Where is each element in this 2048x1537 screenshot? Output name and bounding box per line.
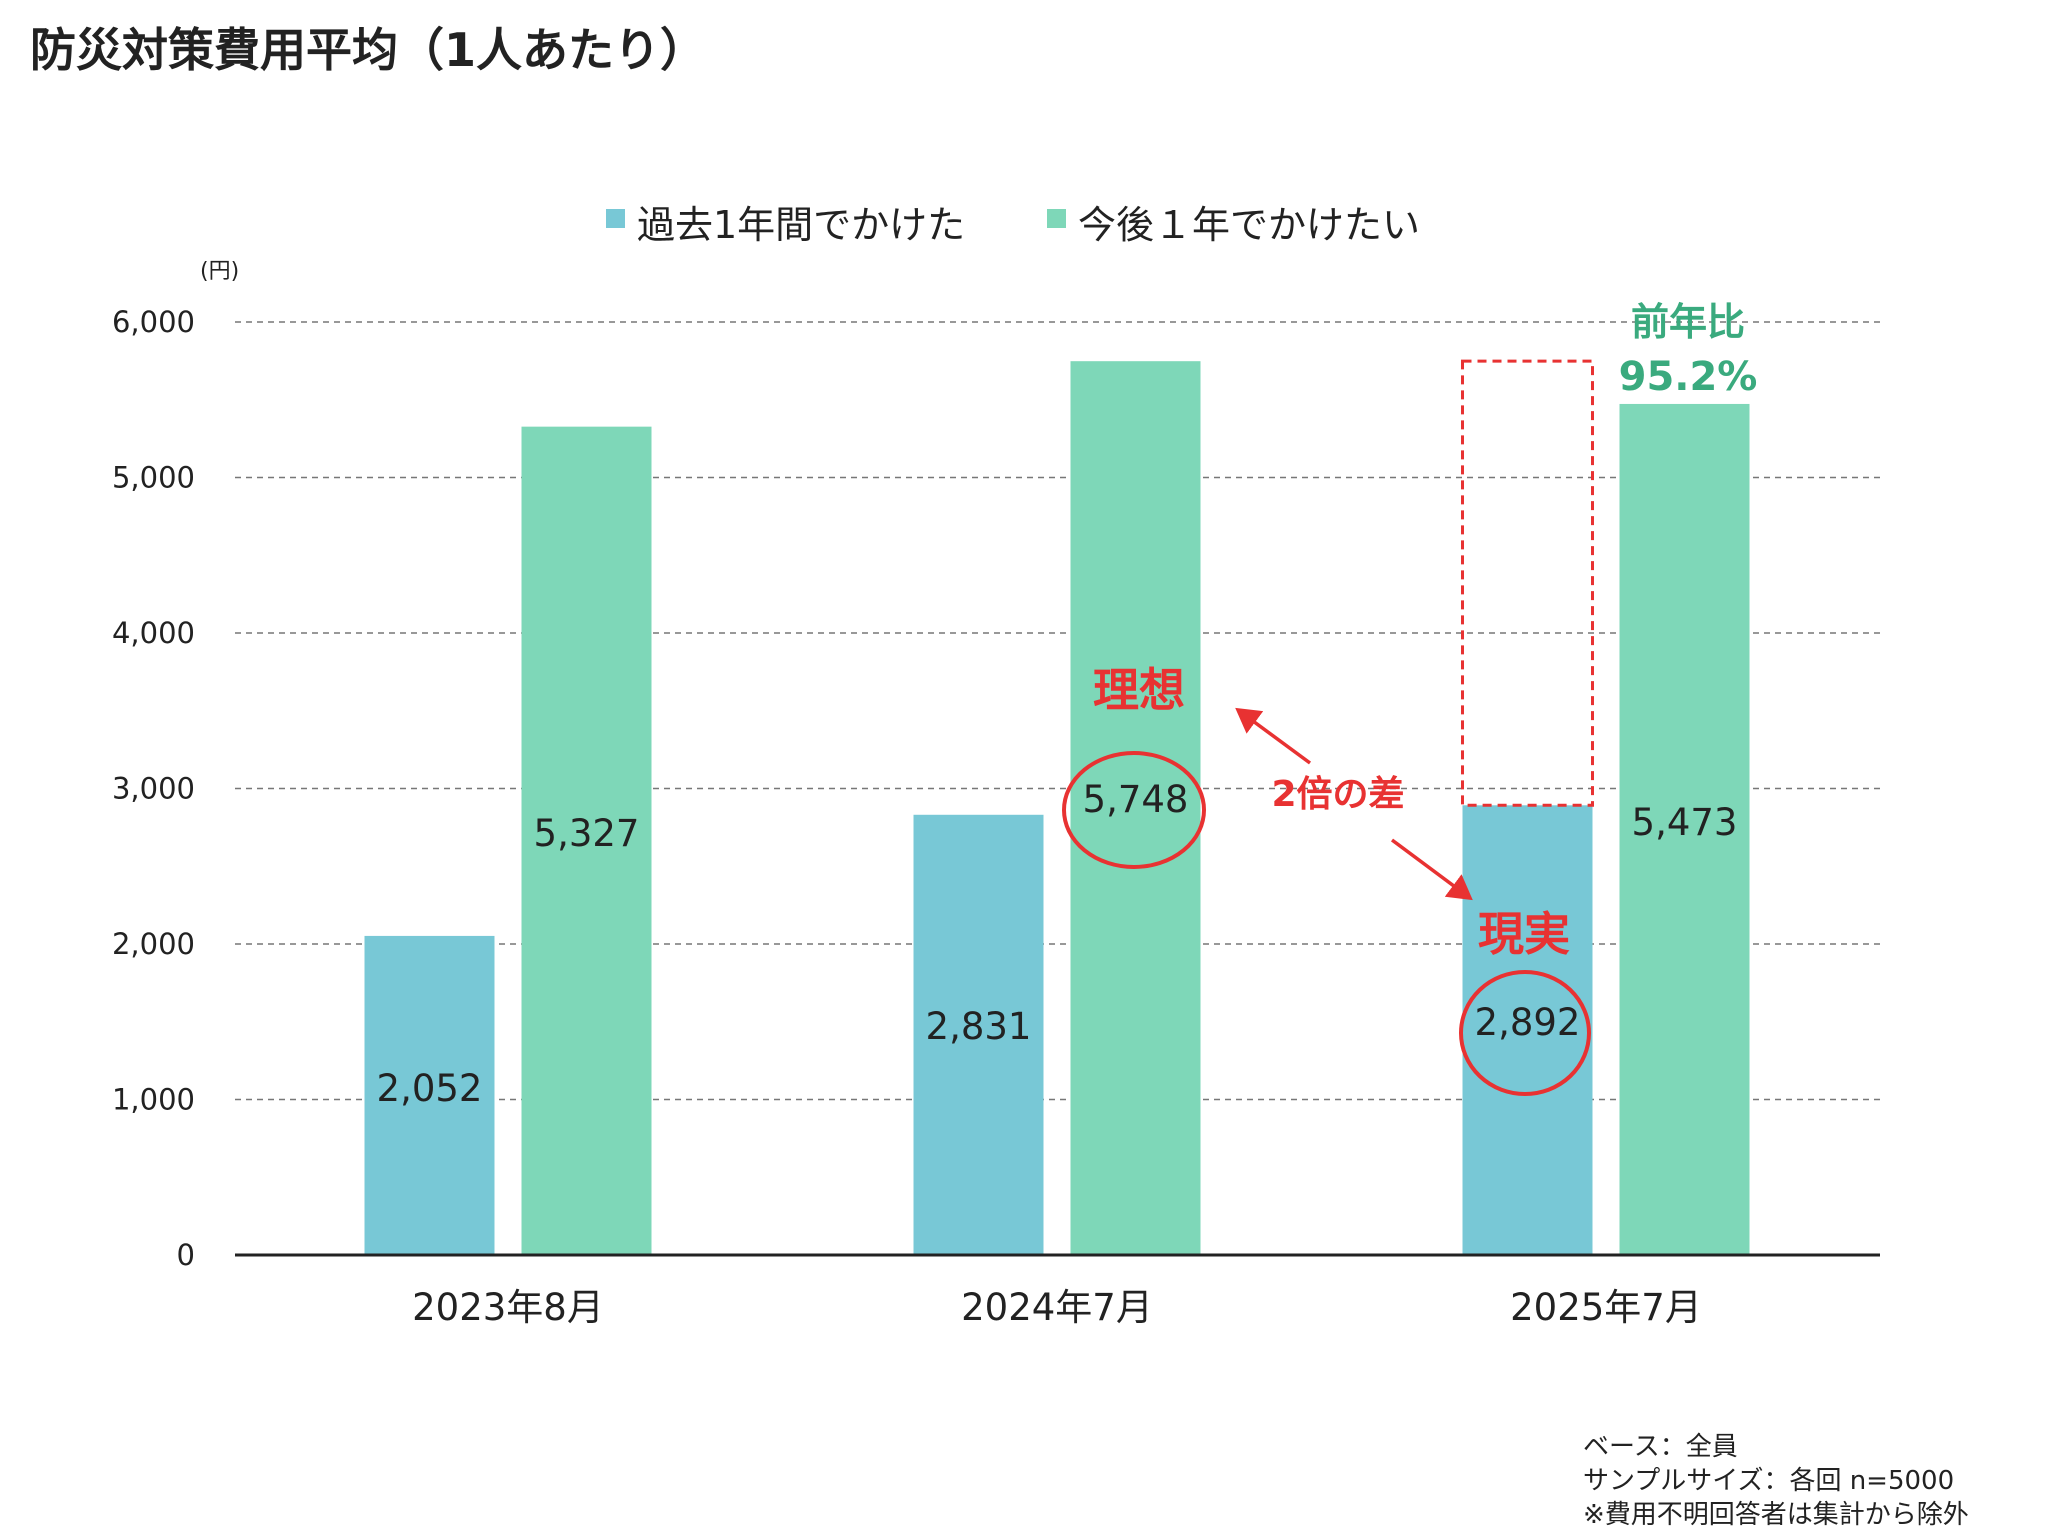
y-tick-label: 1,000 [112,1083,195,1117]
data-label-s0-2: 2,892 [1475,1001,1581,1044]
legend-label-0: 過去1年間でかけた [637,203,965,247]
footnotes: ベース：全員 サンプルサイズ：各回 n=5000 ※費用不明回答者は集計から除外 [1583,1430,1969,1532]
reality-label: 現実 [1478,907,1570,961]
y-tick-label: 5,000 [112,461,195,495]
bar-s1-1 [1070,361,1201,1255]
y-tick-label: 0 [177,1238,195,1272]
bar-s0-1 [913,814,1044,1255]
gap-label: 2倍の差 [1271,774,1404,815]
bar-s0-2 [1462,805,1593,1255]
ideal-gap-dashed-box [1461,359,1594,807]
note-sample-size: サンプルサイズ：各回 n=5000 [1583,1466,1955,1496]
data-label-s1-1: 5,748 [1083,778,1189,821]
note-exclusion: ※費用不明回答者は集計から除外 [1583,1500,1969,1530]
yoy-value: 95.2% [1619,354,1758,400]
data-label-s0-1: 2,831 [926,1005,1032,1048]
arrow-to-reality [1390,838,1473,901]
arrow-to-ideal [1235,707,1312,765]
ideal-label: 理想 [1093,663,1185,717]
legend-swatch-0 [606,209,625,228]
highlight-circle-reality [1459,970,1591,1096]
x-tick-label-0: 2023年8月 [412,1286,604,1329]
y-tick-label: 2,000 [112,927,195,961]
bar-s1-2 [1619,403,1750,1255]
y-tick-label: 6,000 [112,305,195,339]
yoy-label: 前年比 [1631,300,1745,344]
x-tick-label-1: 2024年7月 [961,1286,1153,1329]
y-tick-label: 3,000 [112,772,195,806]
data-label-s1-0: 5,327 [534,812,640,855]
legend-swatch-1 [1047,209,1066,228]
y-axis-unit: (円) [200,259,239,284]
x-tick-label-2: 2025年7月 [1510,1286,1702,1329]
y-tick-label: 4,000 [112,616,195,650]
highlight-circle-ideal [1062,751,1206,869]
data-label-s0-0: 2,052 [377,1067,483,1110]
data-label-s1-2: 5,473 [1632,801,1738,844]
bar-s0-0 [364,935,495,1255]
note-base: ベース：全員 [1583,1432,1738,1462]
page-title: 防災対策費用平均（1人あたり） [30,23,707,77]
legend-label-1: 今後１年でかけたい [1078,203,1420,247]
bar-s1-0 [521,426,652,1255]
